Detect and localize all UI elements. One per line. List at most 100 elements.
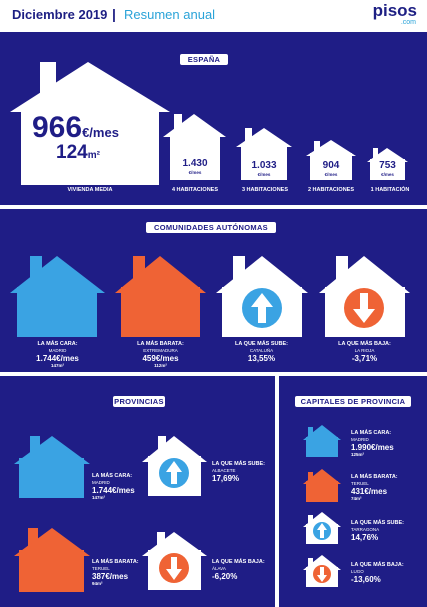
white-house-down-icon [319,256,410,337]
prov-barata-place: TERUEL [92,565,110,571]
room-4-label: 4 HABITACIONES [171,187,219,193]
cap-arrow-up-icon [317,523,327,538]
media-label: VIVIENDA MEDIA [67,187,113,193]
ccaa-barata-value: 459€/mes [142,353,179,363]
cap-sube-label: LA QUE MÁS SUBE: TARRAGONA 14,76% [351,520,404,542]
header-subtitle: Resumen anual [124,7,216,22]
cap-white-house-down-icon [303,555,341,587]
prov-cara-title: LA MÁS CARA: [92,473,133,479]
cap-cara-label: LA MÁS CARA: MADRID 1.990€/mes 125m² [351,430,394,458]
ccaa-barata-label: LA MÁS BARATA: EXTREMADURA 459€/mes 112m… [113,341,208,369]
cap-cara-size: 125m² [351,451,365,457]
cap-orange-house-icon [303,469,341,502]
cap-cara-title: LA MÁS CARA: [351,430,392,436]
media-price-unit: €/mes [82,125,119,140]
ccaa-tag: COMUNIDADES AUTÓNOMAS [146,222,276,233]
prov-white-house-up-icon [142,436,207,496]
cap-white-house-up-icon [303,512,341,544]
house-3-hab-icon [236,128,292,180]
espana-tag: ESPAÑA [180,54,228,65]
prov-blue-house-icon [14,436,90,498]
room-3-value: 1.033 [251,160,277,171]
room-2-value: 904 [322,160,340,171]
ccaa-baja-label: LA QUE MÁS BAJA: LA RIOJA -3,71% [317,341,412,363]
ccaa-barata-size: 112m² [154,362,167,368]
house-2-hab-icon [306,140,356,180]
ccaa-barata-title: LA MÁS BARATA: [137,341,184,347]
prov-barata-title: LA MÁS BARATA: [92,559,139,565]
ccaa-panel: COMUNIDADES AUTÓNOMAS [0,209,427,372]
room-4-value: 1.430 [182,158,208,169]
logo-text: pisos [372,1,417,20]
prov-orange-house-icon [14,528,90,592]
room-3-label: 3 HABITACIONES [241,187,289,193]
room-4-unit: €/mes [188,170,202,175]
ccaa-barata-place: EXTREMADURA [143,347,178,353]
media-size-unit: m² [87,150,100,161]
cap-barata-value: 431€/mes [351,486,388,496]
cap-barata-label: LA MÁS BARATA: TERUEL 431€/mes 74m² [351,474,398,502]
room-3-unit: €/mes [257,172,271,177]
prov-barata-value: 387€/mes [92,571,129,581]
ccaa-sube-title: LA QUE MÁS SUBE: [235,341,288,347]
media-price-value: 966 [32,111,83,144]
cap-sube-title: LA QUE MÁS SUBE: [351,520,404,526]
prov-baja-place: ÁLAVA [212,565,226,571]
big-house-icon [10,62,170,185]
room-2-unit: €/mes [324,172,338,177]
cap-baja-label: LA QUE MÁS BAJA: LUGO -13,60% [351,562,404,584]
capitales-houses [303,425,341,587]
prov-cara-label: LA MÁS CARA: MADRID 1.744€/mes 147m² [92,473,135,501]
header-title: Diciembre 2019 [12,7,108,22]
cap-sube-place: TARRAGONA [351,526,380,532]
ccaa-baja-title: LA QUE MÁS BAJA: [338,341,391,347]
room-1-value: 753 [379,160,396,171]
cap-baja-place: LUGO [351,568,364,574]
media-size-value: 124 [56,142,88,163]
arrow-up-icon [251,293,273,323]
prov-baja-title: LA QUE MÁS BAJA: [212,559,265,565]
white-house-up-icon [216,256,308,337]
ccaa-sube-label: LA QUE MÁS SUBE: CATALUÑA 13,55% [214,341,309,363]
cap-blue-house-icon [303,425,341,457]
espana-houses [10,62,408,185]
header-bar: Diciembre 2019 | Resumen anual pisos .co… [0,0,427,30]
media-price: 966€/mes [32,112,119,149]
orange-house-icon [115,256,206,337]
house-4-hab-icon [163,114,226,180]
ccaa-baja-place: LA RIOJA [354,347,375,353]
provincias-panel: PROVINCIAS LA M [0,376,275,607]
ccaa-cara-label: LA MÁS CARA: MADRID 1.744€/mes 147m² [10,341,105,369]
ccaa-baja-value: -3,71% [351,353,378,363]
prov-barata-label: LA MÁS BARATA: TERUEL 387€/mes 94m² [92,559,139,587]
cap-baja-value: -13,60% [351,574,381,584]
prov-arrow-up-icon [166,461,182,484]
cap-barata-title: LA MÁS BARATA: [351,474,398,480]
arrow-down-icon [353,293,375,323]
ccaa-cara-title: LA MÁS CARA: [37,341,78,347]
cap-sube-value: 14,76% [351,532,379,542]
prov-arrow-down-icon [166,557,182,580]
prov-cara-value: 1.744€/mes [92,485,135,495]
prov-sube-place: ALBACETE [212,467,236,473]
house-1-hab-icon [367,148,408,180]
blue-house-icon [10,256,105,337]
header-separator: | [112,6,116,22]
prov-cara-place: MADRID [92,479,110,485]
capitales-tag: CAPITALES DE PROVINCIA [295,396,411,407]
prov-cara-size: 147m² [92,494,106,500]
prov-baja-value: -6,20% [212,571,238,581]
prov-white-house-down-icon [142,532,207,590]
provincias-houses [14,436,207,592]
prov-baja-label: LA QUE MÁS BAJA: ÁLAVA -6,20% [212,559,265,581]
cap-barata-place: TERUEL [351,480,369,486]
espana-panel: ESPAÑA [0,32,427,205]
room-1-unit: €/mes [381,172,394,177]
ccaa-cara-size: 147m² [50,362,64,368]
ccaa-sube-value: 13,55% [247,353,276,363]
cap-arrow-down-icon [317,567,327,582]
ccaa-cara-place: MADRID [48,347,67,353]
ccaa-cara-value: 1.744€/mes [36,353,79,363]
cap-cara-place: MADRID [351,436,369,442]
pisos-logo: pisos .com [373,2,417,26]
